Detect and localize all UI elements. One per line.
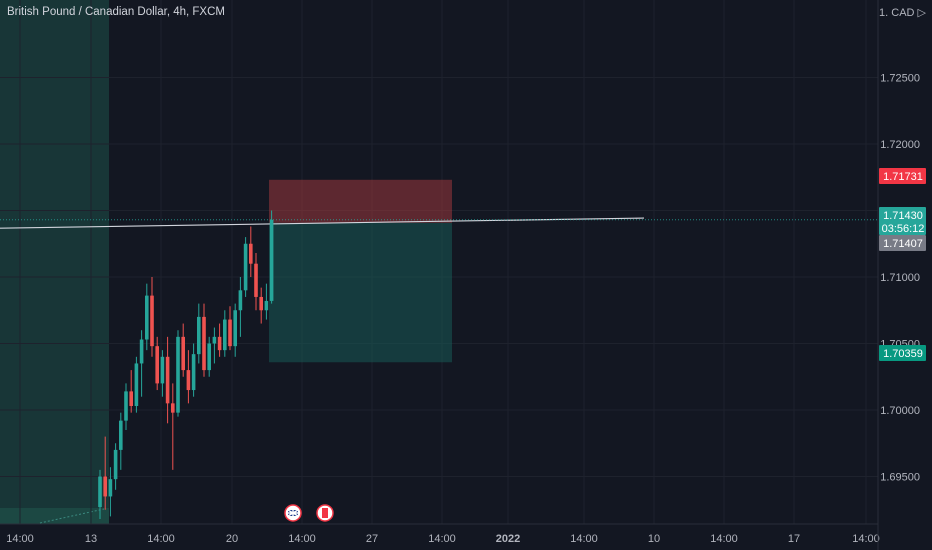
candle-body (176, 336, 180, 413)
candle-body (217, 336, 222, 351)
candle-body (233, 310, 237, 347)
candle-body (212, 336, 217, 344)
symbol-title: British Pound / Canadian Dollar, 4h, FXC… (7, 6, 225, 18)
y-tick-label: 1.71000 (880, 272, 920, 284)
x-tick-label: 14:00 (6, 533, 34, 545)
candle-body (98, 476, 102, 508)
session-highlight-band (0, 508, 109, 524)
take-profit-zone[interactable] (269, 222, 452, 363)
x-tick-label: 14:00 (288, 533, 316, 545)
candle-body (145, 295, 149, 340)
last-price-label: 1.71430 (883, 210, 923, 222)
candle-body (238, 290, 243, 311)
last-price-label: 03:56:12 (882, 223, 925, 235)
candle-body (124, 391, 128, 421)
ca-flag-icon[interactable] (316, 504, 334, 522)
candle-body (191, 354, 196, 391)
dashed-line (39, 508, 105, 524)
y-tick-label: 1.72000 (880, 139, 920, 151)
x-tick-label: 14:00 (570, 533, 598, 545)
session-highlight (0, 0, 109, 524)
gb-flag-icon[interactable] (284, 504, 302, 522)
target-price-label-bg (879, 345, 926, 361)
candle-body (264, 300, 269, 311)
stop-loss-zone[interactable] (269, 179, 452, 223)
candle-body (186, 370, 191, 391)
stop-price-label: 1.71731 (883, 171, 923, 183)
candle-body (113, 449, 118, 480)
y-tick-label: 1.70000 (880, 405, 920, 417)
candle-body (134, 363, 139, 407)
x-tick-label: 27 (366, 533, 378, 545)
candle-body (228, 319, 232, 347)
candle-body (160, 356, 165, 384)
candle-body (202, 316, 206, 371)
trendline[interactable] (0, 217, 645, 229)
previous-close-label: 1.71407 (883, 238, 923, 250)
y-tick-label: 1.72500 (880, 73, 920, 85)
candle-body (269, 219, 274, 301)
candle-body (259, 296, 263, 311)
candle-body (181, 336, 185, 371)
candle-body (119, 420, 123, 450)
candle-body (103, 476, 107, 497)
candle-body (207, 343, 211, 371)
target-price-label: 1.70359 (883, 348, 923, 360)
candle-body (249, 243, 253, 264)
x-tick-label: 14:00 (147, 533, 175, 545)
last-price-label-bg (879, 207, 926, 235)
y-tick-label: 1.69500 (880, 472, 920, 484)
candle-body (139, 339, 144, 364)
candle-body (171, 403, 175, 413)
candle-body (129, 391, 133, 407)
stop-price-label-bg (879, 168, 926, 184)
candle-body (243, 243, 248, 291)
previous-close-label-bg (879, 235, 926, 251)
candle-body (165, 356, 170, 404)
candle-body (223, 319, 227, 351)
candle-body (108, 479, 113, 497)
x-tick-label: 17 (788, 533, 800, 545)
candle-body (197, 316, 201, 355)
x-tick-label: 14:00 (852, 533, 880, 545)
currency-selector[interactable]: 1. CAD ▷ (879, 7, 926, 19)
candle-body (254, 263, 258, 297)
x-tick-label: 10 (648, 533, 660, 545)
x-tick-label: 13 (85, 533, 97, 545)
candle-body (150, 295, 154, 347)
x-tick-label: 2022 (496, 533, 520, 545)
x-tick-label: 14:00 (428, 533, 456, 545)
x-tick-label: 14:00 (710, 533, 738, 545)
x-tick-label: 20 (226, 533, 238, 545)
candle-body (155, 346, 159, 384)
